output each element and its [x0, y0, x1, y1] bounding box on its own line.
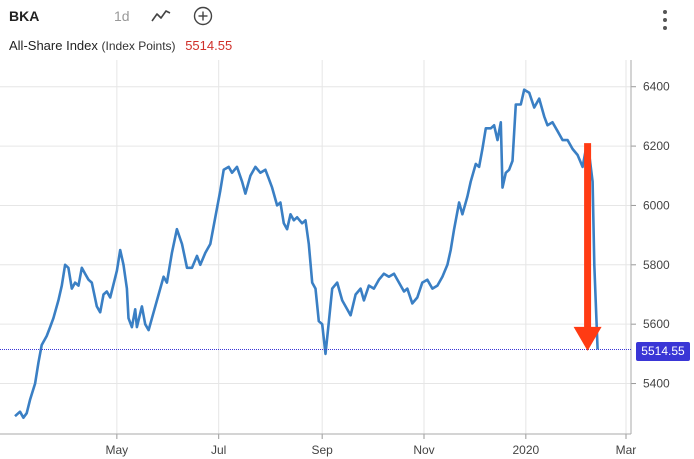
x-tick-label: Mar: [616, 443, 637, 457]
x-tick-label: Nov: [413, 443, 434, 457]
y-tick-label: 6400: [643, 80, 670, 94]
ticker-symbol[interactable]: BKA: [9, 8, 40, 24]
axes: 5400 5600 5800 6000 6200 6400 May Jul Sep Nov 2020…: [0, 60, 670, 457]
annotation-layer: [0, 143, 631, 351]
plus-circle-icon[interactable]: [193, 6, 213, 26]
line-chart-icon[interactable]: [151, 8, 171, 24]
chart-toolbar: BKA 1d: [0, 0, 694, 36]
last-price-tag: 5514.55: [636, 342, 690, 361]
interval-selector[interactable]: 1d: [114, 8, 130, 24]
arrow-head: [573, 326, 602, 351]
series-info: All-Share Index (Index Points) 5514.55: [9, 38, 232, 53]
more-vertical-icon[interactable]: [658, 8, 672, 32]
x-tick-label: Jul: [211, 443, 226, 457]
x-tick-label: May: [106, 443, 129, 457]
series-title: All-Share Index: [9, 38, 98, 53]
y-tick-label: 5400: [643, 377, 670, 391]
last-value: 5514.55: [185, 38, 233, 53]
series-line: [14, 88, 599, 419]
y-tick-label: 5800: [643, 258, 670, 272]
grid-lines: [0, 60, 631, 434]
y-tick-label: 6000: [643, 198, 670, 212]
y-tick-label: 6200: [643, 139, 670, 153]
y-tick-label: 5600: [643, 317, 670, 331]
series-lines: [14, 88, 599, 419]
x-tick-label: 2020: [512, 443, 539, 457]
x-tick-label: Sep: [311, 443, 333, 457]
series-unit: (Index Points): [101, 39, 176, 53]
